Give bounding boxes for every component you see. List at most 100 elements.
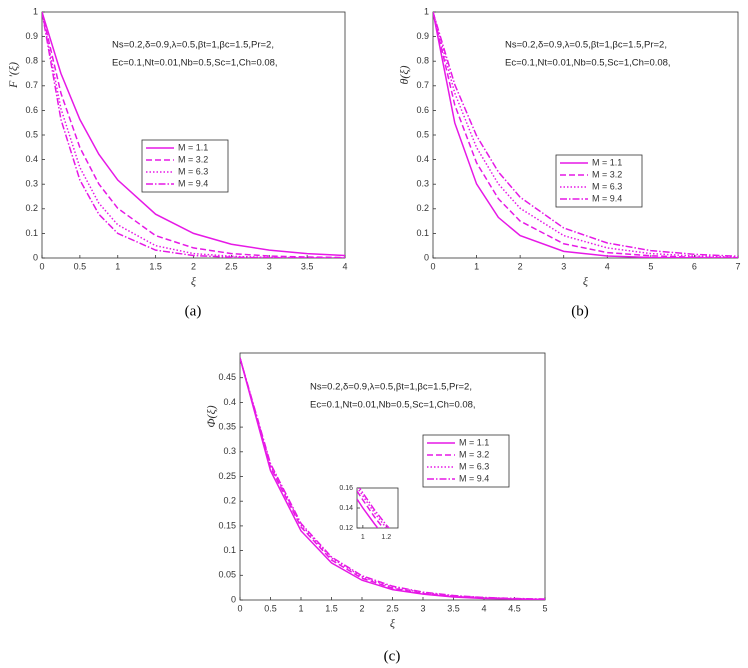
x-tick-label: 1 xyxy=(298,603,303,613)
x-axis-label: ξ xyxy=(390,616,396,630)
x-tick-label: 2 xyxy=(518,261,523,271)
line-series xyxy=(433,12,738,258)
line-series xyxy=(433,12,738,258)
y-tick-label: 0.5 xyxy=(25,129,38,139)
x-tick-label: 0.5 xyxy=(74,261,87,271)
x-tick-label: 1 xyxy=(361,534,365,541)
caption: (b) xyxy=(571,303,589,319)
y-tick-label: 0.1 xyxy=(416,228,429,238)
y-tick-label: 0.4 xyxy=(416,154,429,164)
x-tick-label: 2 xyxy=(359,603,364,613)
y-tick-label: 0.14 xyxy=(339,505,353,512)
annotation: Ns=0.2,δ=0.9,λ=0.5,βt=1,βc=1.5,Pr=2, xyxy=(112,40,274,51)
y-tick-label: 0.9 xyxy=(416,31,429,41)
legend-label: M = 6.3 xyxy=(178,166,208,176)
line-series xyxy=(42,12,345,258)
y-tick-label: 0.15 xyxy=(218,520,236,530)
line-series xyxy=(42,12,345,257)
x-tick-label: 1 xyxy=(474,261,479,271)
x-tick-label: 5 xyxy=(542,603,547,613)
y-tick-label: 0.1 xyxy=(223,545,236,555)
x-tick-label: 3.5 xyxy=(447,603,460,613)
annotation: Ns=0.2,δ=0.9,λ=0.5,βt=1,βc=1.5,Pr=2, xyxy=(505,40,667,51)
legend-label: M = 1.1 xyxy=(459,437,489,447)
y-axis-label: F '(ξ) xyxy=(6,62,20,89)
y-tick-label: 0 xyxy=(231,594,236,604)
annotation: Ec=0.1,Nt=0.01,Nb=0.5,Sc=1,Ch=0.08, xyxy=(505,58,671,69)
y-tick-label: 0.6 xyxy=(416,105,429,115)
y-tick-label: 0.4 xyxy=(25,154,38,164)
x-axis-label: ξ xyxy=(191,274,197,288)
x-tick-label: 4.5 xyxy=(508,603,521,613)
y-tick-label: 0.45 xyxy=(218,372,236,382)
line-series xyxy=(240,357,545,600)
line-series xyxy=(240,357,545,600)
y-tick-label: 0.2 xyxy=(416,203,429,213)
y-tick-label: 0.8 xyxy=(25,56,38,66)
legend-label: M = 6.3 xyxy=(459,461,489,471)
legend-label: M = 9.4 xyxy=(178,178,208,188)
legend-label: M = 6.3 xyxy=(592,181,622,191)
y-axis-label: θ(ξ) xyxy=(397,65,411,84)
y-axis-label: Φ(ξ) xyxy=(204,405,218,427)
x-tick-label: 2.5 xyxy=(386,603,399,613)
y-tick-label: 0 xyxy=(424,252,429,262)
y-tick-label: 0.3 xyxy=(25,179,38,189)
y-tick-label: 0.7 xyxy=(416,80,429,90)
annotation: Ec=0.1,Nt=0.01,Nb=0.5,Sc=1,Ch=0.08, xyxy=(310,400,476,411)
x-tick-label: 3 xyxy=(420,603,425,613)
legend-label: M = 9.4 xyxy=(592,193,622,203)
annotation: Ec=0.1,Nt=0.01,Nb=0.5,Sc=1,Ch=0.08, xyxy=(112,58,278,69)
x-tick-label: 0 xyxy=(237,603,242,613)
x-tick-label: 3.5 xyxy=(301,261,314,271)
y-tick-label: 0.25 xyxy=(218,471,236,481)
x-tick-label: 4 xyxy=(605,261,610,271)
x-tick-label: 4 xyxy=(342,261,347,271)
line-series xyxy=(240,357,545,600)
line-series xyxy=(433,12,738,258)
line-series xyxy=(433,12,738,258)
line-series xyxy=(358,488,390,528)
caption: (a) xyxy=(185,303,202,319)
y-tick-label: 0.8 xyxy=(416,56,429,66)
y-tick-label: 0.2 xyxy=(25,203,38,213)
x-tick-label: 2.5 xyxy=(225,261,238,271)
y-tick-label: 0.1 xyxy=(25,228,38,238)
caption: (c) xyxy=(384,648,401,664)
annotation: Ns=0.2,δ=0.9,λ=0.5,βt=1,βc=1.5,Pr=2, xyxy=(310,382,472,393)
y-tick-label: 0.05 xyxy=(218,570,236,580)
line-series xyxy=(357,490,385,528)
y-tick-label: 1 xyxy=(424,6,429,16)
x-tick-label: 1.5 xyxy=(325,603,338,613)
x-tick-label: 6 xyxy=(692,261,697,271)
plot-area xyxy=(432,11,739,259)
x-tick-label: 7 xyxy=(735,261,740,271)
plot-area xyxy=(41,11,346,259)
y-tick-label: 0.3 xyxy=(223,446,236,456)
y-tick-label: 1 xyxy=(33,6,38,16)
legend-label: M = 9.4 xyxy=(459,473,489,483)
y-tick-label: 0.3 xyxy=(416,179,429,189)
x-tick-label: 3 xyxy=(267,261,272,271)
x-tick-label: 3 xyxy=(561,261,566,271)
y-tick-label: 0.2 xyxy=(223,496,236,506)
legend-label: M = 3.2 xyxy=(459,449,489,459)
line-series xyxy=(357,488,388,528)
y-tick-label: 0.7 xyxy=(25,80,38,90)
y-tick-label: 0.35 xyxy=(218,421,236,431)
x-axis-label: ξ xyxy=(583,274,589,288)
x-tick-label: 0.5 xyxy=(264,603,277,613)
y-tick-label: 0.9 xyxy=(25,31,38,41)
x-tick-label: 0 xyxy=(430,261,435,271)
x-tick-label: 5 xyxy=(648,261,653,271)
y-tick-label: 0 xyxy=(33,252,38,262)
x-tick-label: 2 xyxy=(191,261,196,271)
x-tick-label: 0 xyxy=(39,261,44,271)
line-series xyxy=(42,12,345,258)
x-tick-label: 1 xyxy=(115,261,120,271)
y-tick-label: 0.16 xyxy=(339,485,353,492)
y-tick-label: 0.12 xyxy=(339,525,353,532)
legend-label: M = 1.1 xyxy=(592,157,622,167)
line-series xyxy=(240,357,545,600)
